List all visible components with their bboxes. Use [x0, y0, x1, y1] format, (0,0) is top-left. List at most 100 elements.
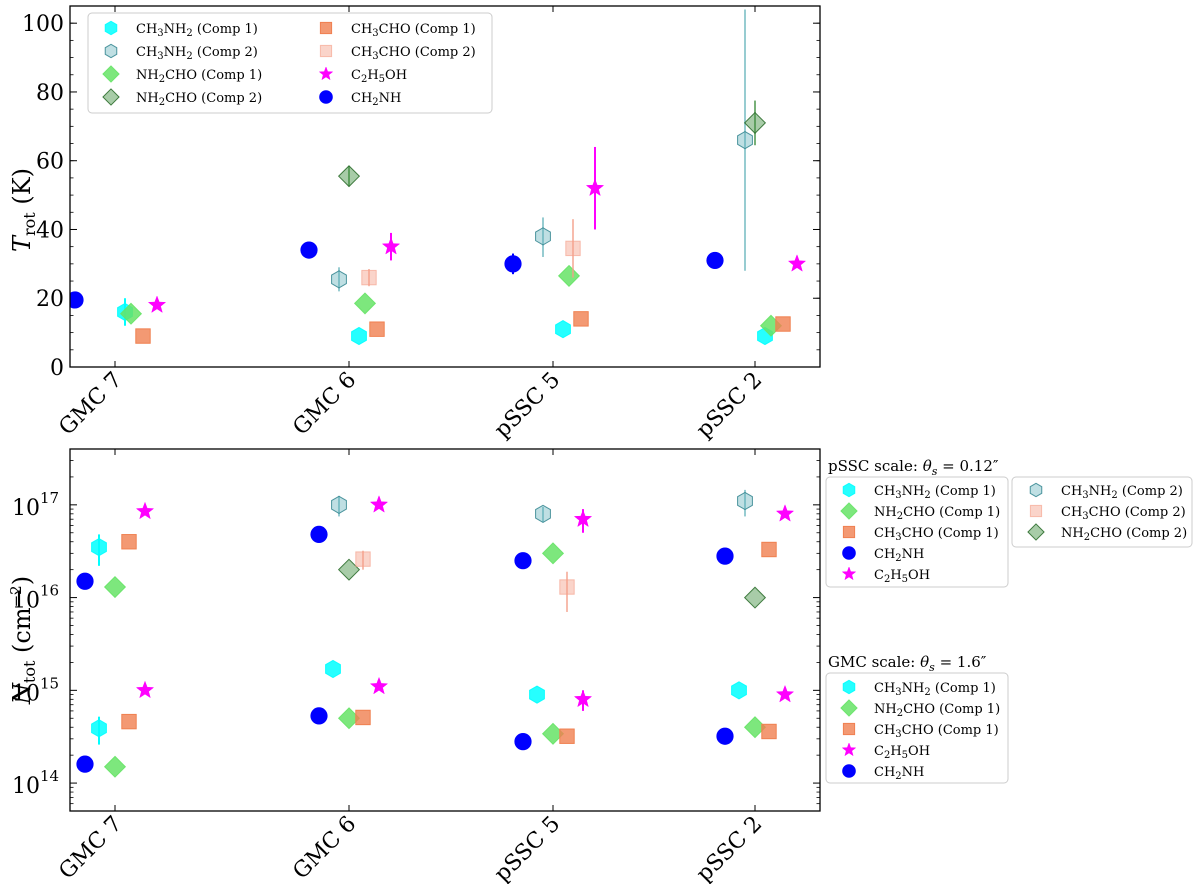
- bottom-point-g_c2h5oh-pssc-2: [775, 684, 795, 703]
- top-axes-frame: [69, 5, 821, 368]
- pssc-legend-marker-ch3nh2-comp-2: [1029, 482, 1043, 498]
- top-legend-label-ch3cho-comp-1: CH3CHO (Comp 1): [351, 22, 476, 39]
- top-point-ch3cho_c1-pssc-5: [573, 311, 589, 327]
- gmc-legend-marker-ch2nh: [842, 764, 856, 778]
- gmc-legend-marker-ch3cho-comp-1: [842, 722, 856, 736]
- top-panel: 0 20 40 60 80 100 Trot (K) GMC 7 GMC 6 pSSC 5 pS…: [8, 5, 821, 443]
- pssc-legend-title: pSSC scale: θs = 0.12″: [828, 457, 999, 478]
- top-legend-label-nh2cho-comp-1: NH2CHO (Comp 1): [136, 68, 262, 85]
- top-point-ch2nh-pssc-2: [706, 251, 724, 270]
- bottom-point-c2h5oh-pssc-5: [573, 509, 593, 528]
- top-point-c2h5oh-gmc-6: [381, 236, 401, 255]
- pssc-legend-entry-nh2cho-comp-2: NH2CHO (Comp 2): [1027, 523, 1187, 543]
- gmc-legend-label-nh2cho-comp-1: NH2CHO (Comp 1): [874, 702, 1000, 719]
- bottom-ytick-label-10-14: 10: [12, 774, 40, 799]
- pssc-legend-marker-ch3cho-comp-2: [1029, 504, 1043, 518]
- pssc-legend-label-nh2cho-comp-1: NH2CHO (Comp 1): [874, 505, 1000, 522]
- top-legend-marker-nh2cho-comp-1: [102, 65, 120, 83]
- bottom-point-g_ch2nh-gmc-6: [310, 707, 328, 725]
- top-legend-marker-nh2cho-comp-2: [102, 88, 120, 106]
- bottom-xtick-label-pssc-2: pSSC 2: [692, 812, 767, 884]
- top-legend-entry-nh2cho-comp-2: NH2CHO (Comp 2): [102, 88, 262, 108]
- top-legend-label-c2h5oh: C2H5OH: [351, 68, 407, 85]
- bottom-point-c2h5oh-gmc-7: [135, 501, 155, 520]
- top-ytick-label-80: 80: [36, 81, 64, 106]
- bottom-point-g_ch3cho_c1-gmc-6: [355, 709, 371, 726]
- pssc-legend-entry-ch3nh2-comp-2: CH3NH2 (Comp 2): [1029, 482, 1183, 501]
- gmc-legend-label-ch3nh2-comp-1: CH3NH2 (Comp 1): [874, 681, 996, 698]
- gmc-legend-marker-nh2cho-comp-1: [840, 699, 858, 717]
- top-point-ch3cho_c2-gmc-6: [361, 269, 377, 286]
- bottom-point-c2h5oh-pssc-2: [775, 504, 795, 522]
- bottom-point-g_ch3nh2_c1-pssc-5: [529, 685, 545, 704]
- bottom-point-g_c2h5oh-gmc-6: [369, 676, 389, 695]
- top-legend-marker-c2h5oh: [318, 66, 334, 81]
- bottom-point-ch3nh2_c2-pssc-2: [737, 491, 753, 511]
- pssc-legend-marker-ch3cho-comp-1: [842, 525, 856, 539]
- bottom-point-ch3nh2_c2-pssc-5: [535, 504, 551, 523]
- pssc-legend-entry-nh2cho-comp-1: NH2CHO (Comp 1): [840, 502, 1000, 522]
- top-y-axis-label: Trot (K): [8, 168, 39, 252]
- pssc-legend-label-ch3nh2-comp-1: CH3NH2 (Comp 1): [874, 484, 996, 501]
- bottom-point-g_ch3cho_c1-pssc-2: [761, 723, 777, 740]
- top-legend-entry-ch3cho-comp-2: CH3CHO (Comp 2): [319, 44, 476, 62]
- bottom-ytick-label-10-16: 10: [12, 589, 40, 614]
- top-point-nh2cho_c2-gmc-6: [337, 165, 361, 188]
- top-legend-entry-nh2cho-comp-1: NH2CHO (Comp 1): [102, 65, 262, 85]
- gmc-legend-entry-nh2cho-comp-1: NH2CHO (Comp 1): [840, 699, 1000, 719]
- pssc-legend-entry-c2h5oh: C2H5OH: [841, 566, 930, 585]
- bottom-point-g_ch3nh2_c1-pssc-2: [731, 681, 747, 700]
- top-legend-label-nh2cho-comp-2: NH2CHO (Comp 2): [136, 91, 262, 108]
- bottom-point-g_ch2nh-pssc-2: [716, 727, 734, 745]
- gmc-legend-label-ch3cho-comp-1: CH3CHO (Comp 1): [874, 723, 999, 740]
- gmc-legend-marker-c2h5oh: [841, 742, 857, 757]
- top-xtick-label-gmc-6: GMC 6: [288, 368, 361, 441]
- bottom-ytick-label-10-15: 10: [12, 681, 40, 706]
- gmc-legend-label-ch2nh: CH2NH: [874, 765, 924, 782]
- top-legend-entry-ch3cho-comp-1: CH3CHO (Comp 1): [319, 21, 476, 39]
- bottom-point-ch3cho_c2-gmc-6: [355, 551, 371, 567]
- top-legend-entry-ch2nh: CH2NH: [319, 90, 401, 108]
- top-point-ch3cho_c1-gmc-7: [135, 328, 151, 344]
- bottom-point-ch3cho_c1-pssc-2: [761, 541, 777, 558]
- top-legend: CH3NH2 (Comp 1) CH3NH2 (Comp 2) NH2CHO (Co…: [87, 12, 493, 114]
- top-point-ch3nh2_c1-pssc-5: [555, 320, 571, 339]
- bottom-xtick-label-gmc-7: GMC 7: [54, 812, 127, 884]
- top-legend-marker-ch3cho-comp-2: [319, 44, 333, 58]
- bottom-point-g_ch3nh2_c1-gmc-6: [325, 659, 341, 679]
- top-point-nh2cho_c1-gmc-6: [353, 292, 377, 315]
- top-xtick-label-pssc-2: pSSC 2: [692, 368, 767, 443]
- bottom-point-ch3nh2_c1-gmc-7: [91, 537, 107, 557]
- bottom-ytick-label-10-17: 10: [12, 496, 40, 521]
- bottom-point-g_ch3nh2_c1-gmc-7: [91, 719, 107, 738]
- top-legend-label-ch3nh2-comp-2: CH3NH2 (Comp 2): [136, 45, 258, 62]
- bottom-point-ch2nh-gmc-7: [76, 572, 94, 590]
- bottom-ytick-exponent: 17: [40, 489, 59, 507]
- top-point-nh2cho_c1-pssc-5: [557, 264, 581, 287]
- top-legend-label-ch3cho-comp-2: CH3CHO (Comp 2): [351, 45, 476, 62]
- bottom-axes-frame: [69, 448, 821, 812]
- gmc-legend-title: GMC scale: θs = 1.6″: [828, 653, 987, 674]
- pssc-legend-marker-nh2cho-comp-1: [840, 502, 858, 520]
- top-legend-marker-ch3nh2-comp-1: [104, 20, 118, 36]
- top-legend-label-ch2nh: CH2NH: [351, 91, 401, 108]
- bottom-point-nh2cho_c2-pssc-2: [743, 586, 767, 609]
- bottom-point-c2h5oh-gmc-6: [369, 495, 389, 513]
- top-point-c2h5oh-pssc-2: [787, 254, 807, 272]
- pssc-legend-label-ch3cho-comp-1: CH3CHO (Comp 1): [874, 526, 999, 543]
- top-xtick-label-pssc-5: pSSC 5: [490, 368, 565, 443]
- bottom-point-g_ch3cho_c1-pssc-5: [559, 728, 575, 744]
- gmc-legend-entry-ch3nh2-comp-1: CH3NH2 (Comp 1): [842, 679, 996, 698]
- top-point-ch3nh2_c2-pssc-5: [535, 227, 551, 246]
- bottom-point-nh2cho_c1-gmc-7: [103, 575, 127, 599]
- pssc-legend-label-nh2cho-comp-2: NH2CHO (Comp 2): [1061, 526, 1187, 543]
- top-point-ch2nh-pssc-5: [504, 255, 522, 273]
- bottom-point-nh2cho_c1-pssc-5: [541, 542, 565, 565]
- pssc-legend-label-ch2nh: CH2NH: [874, 547, 924, 564]
- bottom-point-ch2nh-pssc-5: [514, 552, 532, 570]
- top-xtick-label-gmc-7: GMC 7: [54, 368, 127, 441]
- top-legend-marker-ch3nh2-comp-2: [104, 43, 118, 59]
- bottom-point-g_ch2nh-gmc-7: [76, 755, 94, 773]
